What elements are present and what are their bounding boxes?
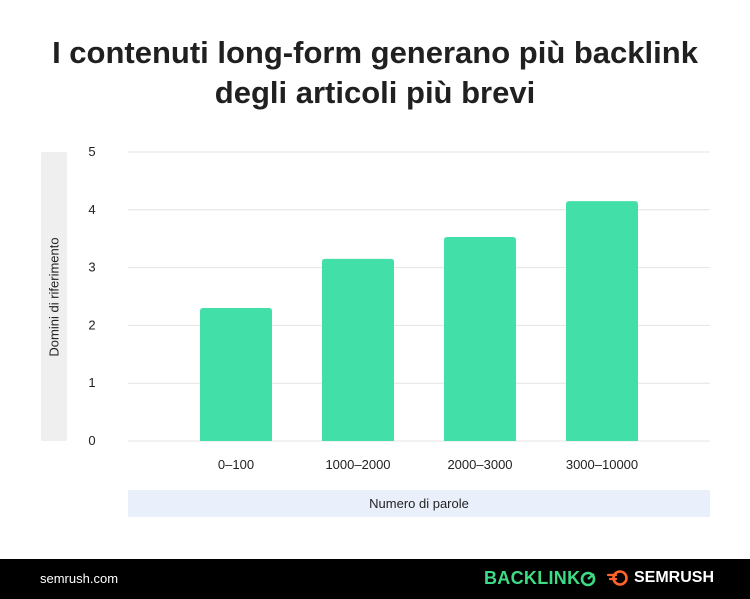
bar — [322, 258, 394, 441]
footer: semrush.com BACKLINK SEMRUSH — [0, 559, 750, 599]
x-tick-label: 1000–2000 — [325, 457, 390, 472]
y-axis-label-box — [41, 152, 67, 441]
backlinko-o-icon — [581, 571, 596, 586]
backlinko-logo: BACKLINK — [484, 568, 596, 589]
x-tick-label: 3000–10000 — [566, 457, 638, 472]
chart-title-line-1: I contenuti long-form generano più backl… — [52, 35, 698, 70]
semrush-logo: SEMRUSH — [606, 569, 714, 587]
bar-chart: 0 1 2 3 4 5 0–100 1000–2000 2000–3000 3000–10000 — [88, 144, 710, 472]
x-tick-label: 0–100 — [218, 457, 254, 472]
y-tick-label: 0 — [88, 433, 95, 448]
y-tick-label: 3 — [88, 260, 95, 275]
bar — [566, 201, 638, 441]
bar — [444, 236, 516, 441]
footer-site-text: semrush.com — [40, 571, 119, 586]
y-tick-label: 1 — [88, 375, 95, 390]
semrush-flame-icon — [606, 570, 628, 586]
y-tick-label: 2 — [88, 317, 95, 332]
y-tick-label: 5 — [88, 144, 95, 159]
semrush-logo-text: SEMRUSH — [634, 569, 715, 586]
bar — [200, 308, 272, 441]
x-axis-label: Numero di parole — [369, 496, 469, 511]
y-tick-label: 4 — [88, 202, 95, 217]
x-axis-label-box: Numero di parole — [128, 490, 710, 517]
chart-title: I contenuti long-form generano più backl… — [20, 33, 730, 113]
backlinko-logo-text: BACKLINK — [484, 568, 581, 588]
chart-title-line-2: degli articoli più brevi — [214, 75, 536, 110]
x-tick-label: 2000–3000 — [447, 457, 512, 472]
